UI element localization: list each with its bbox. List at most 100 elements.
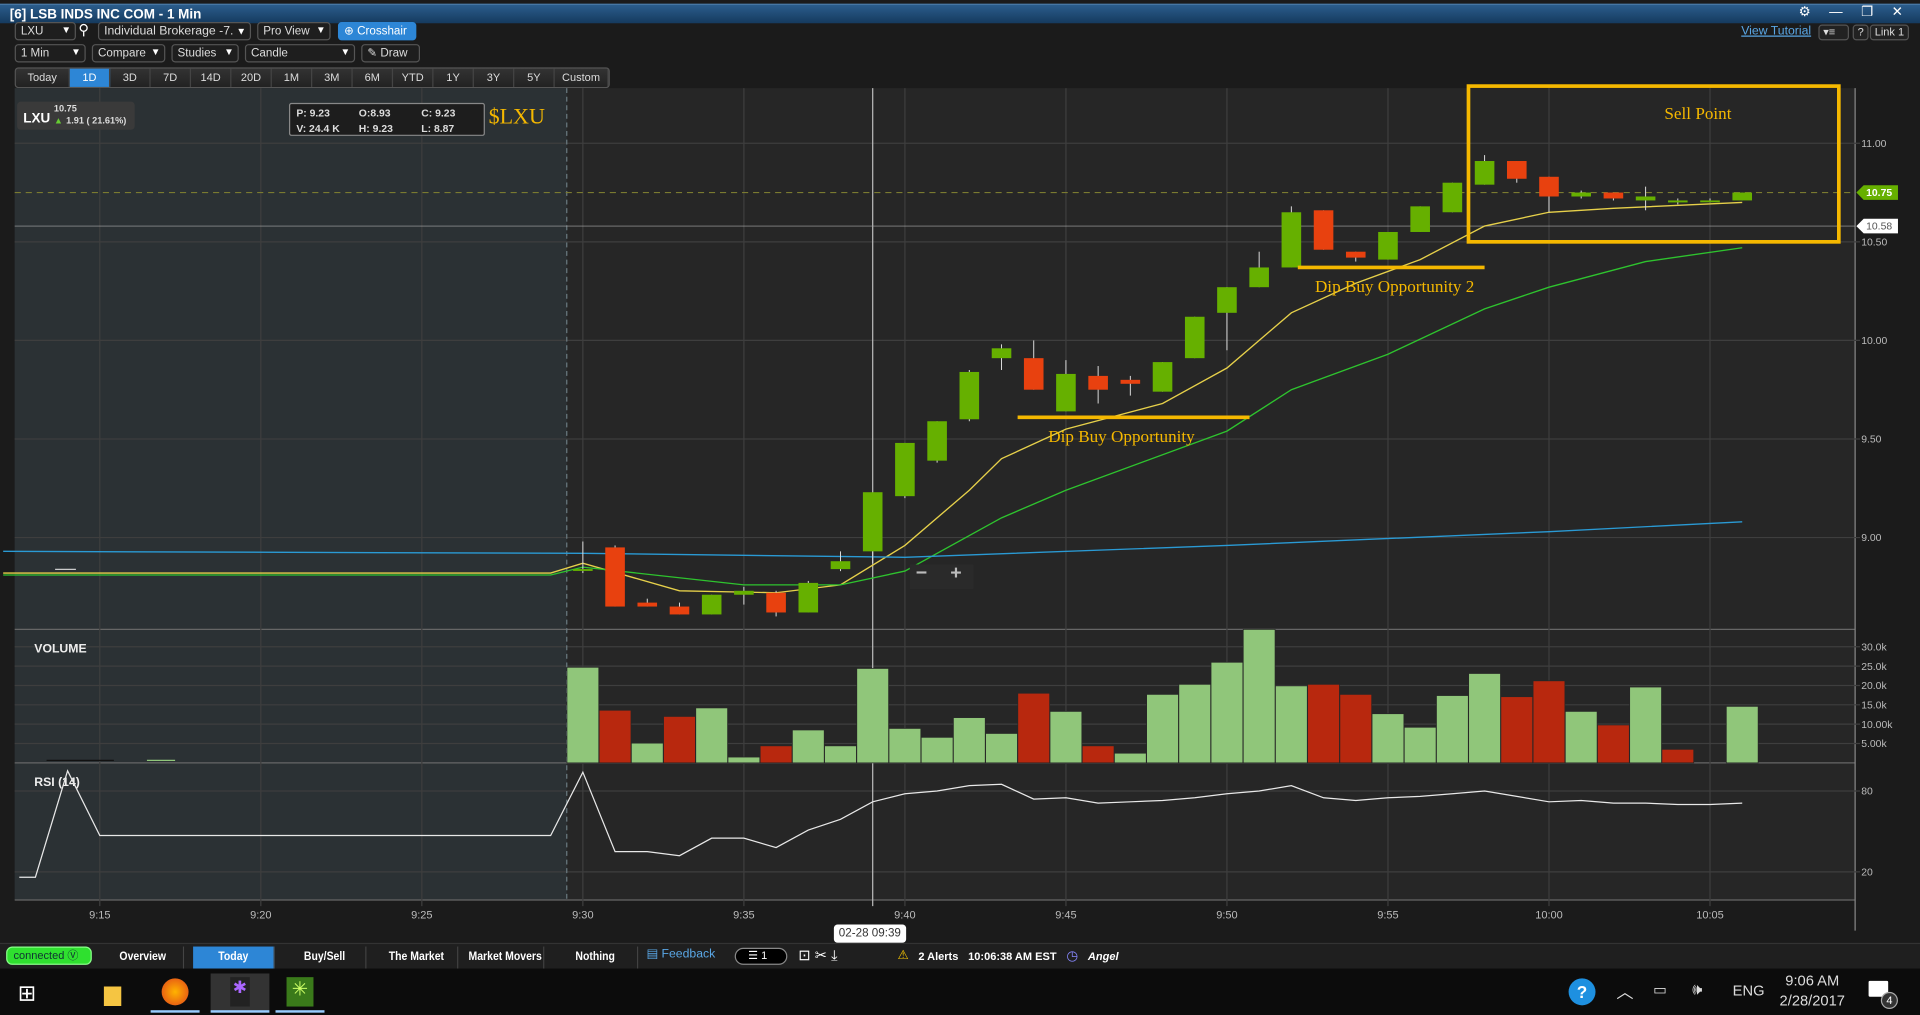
orders-button[interactable]: ☰ 1 <box>734 947 788 965</box>
quote-symbol: LXU <box>23 111 51 127</box>
volume-bar <box>663 716 696 764</box>
range-tab-1d[interactable]: 1D <box>69 68 111 87</box>
price-tick-label: 9.50 <box>1861 435 1881 446</box>
volume-bar <box>1275 685 1308 764</box>
overlay-line-ema-slow <box>3 247 1743 586</box>
windows-start-icon[interactable]: ⊞ <box>17 980 37 1005</box>
view-tutorial-link[interactable]: View Tutorial <box>1741 24 1812 38</box>
candle-up <box>927 421 947 461</box>
candle-up <box>701 594 722 615</box>
firefox-icon[interactable] <box>150 973 200 1013</box>
status-tab-market-movers[interactable]: Market Movers <box>467 946 545 969</box>
language-indicator[interactable]: ENG <box>1732 982 1765 1000</box>
time-tick-label: 9:40 <box>894 909 915 921</box>
feedback-link[interactable]: ▤ Feedback <box>647 948 716 961</box>
studies-label: Studies <box>177 46 217 61</box>
price-chart[interactable]: 11.00 10.50 10.00 9.50 9.00 30.0k 25.0k 20.0k 15… <box>0 0 1920 943</box>
status-info-row: ⚠ 2 Alerts 10:06:38 AM EST ◷ Angel <box>898 948 1119 964</box>
volume-bar <box>1017 692 1051 764</box>
zoom-out-button[interactable]: − <box>915 563 928 585</box>
volume-tick-label: 15.0k <box>1861 700 1887 711</box>
volume-bar <box>1500 696 1534 764</box>
draw-button[interactable]: ✎ Draw <box>361 44 421 63</box>
volume-tick-label: 25.0k <box>1861 662 1887 673</box>
range-tab-today[interactable]: Today <box>16 68 70 87</box>
candle-up <box>1249 267 1269 288</box>
volume-bar <box>824 745 857 764</box>
window-controls[interactable]: ⚙ — ❐ ✕ <box>1798 4 1911 20</box>
range-tab-1m[interactable]: 1M <box>272 68 313 87</box>
system-clock[interactable]: 9:06 AM 2/28/2017 <box>1776 971 1849 1010</box>
volume-bar <box>1403 726 1437 764</box>
view-value: Pro View <box>263 24 310 38</box>
clock-icon: ◷ <box>1066 948 1079 964</box>
range-tab-14d[interactable]: 14D <box>191 68 232 87</box>
range-tab-5y[interactable]: 5Y <box>514 68 555 87</box>
trading-app-icon[interactable]: ✱ <box>210 973 270 1013</box>
link-button[interactable]: Link 1 <box>1869 24 1910 41</box>
help-icon[interactable]: ? <box>1568 978 1596 1006</box>
range-tab-custom[interactable]: Custom <box>555 68 609 87</box>
status-tab-the-market[interactable]: The Market <box>376 946 459 969</box>
status-tab-overview[interactable]: Overview <box>102 946 185 969</box>
zoom-in-button[interactable]: + <box>950 563 962 585</box>
candle-up <box>862 492 883 552</box>
clock-time: 9:06 AM <box>1785 972 1840 990</box>
volume-bar <box>920 736 954 764</box>
ohlc-close: C: 9.23 <box>421 106 456 119</box>
annotation-label: Dip Buy Opportunity <box>1048 427 1195 446</box>
range-tab-7d[interactable]: 7D <box>151 68 192 87</box>
range-tab-3d[interactable]: 3D <box>110 68 151 87</box>
volume-icon[interactable]: 🕪 <box>1692 979 1703 998</box>
tools-icons[interactable]: ⊡ ✂ ⤓ <box>798 946 838 964</box>
ohlc-box: P: 9.23 O:8.93 C: 9.23 V: 24.4 K H: 9.23… <box>288 102 485 136</box>
time-tick-label: 9:20 <box>250 909 271 921</box>
overlay-line-ema-fast <box>3 201 1743 594</box>
quote-last: 10.75 <box>53 102 77 114</box>
candle-up <box>991 348 1012 359</box>
status-tab-nothing[interactable]: Nothing <box>553 946 639 969</box>
candle-up <box>1700 200 1720 203</box>
search-icon[interactable]: ⚲ <box>78 20 90 38</box>
green-app-icon[interactable]: ✳ <box>275 973 325 1013</box>
account-select[interactable]: Individual Brokerage -7.. ▼ <box>97 22 252 41</box>
range-tab-6m[interactable]: 6M <box>353 68 394 87</box>
feedback-label: Feedback <box>661 947 716 962</box>
time-tick-label: 9:30 <box>572 909 593 921</box>
studies-select[interactable]: Studies ▼ <box>171 44 239 63</box>
symbol-select[interactable]: LXU ▼ <box>14 22 76 41</box>
compare-select[interactable]: Compare ▼ <box>91 44 166 63</box>
ohlc-price: P: 9.23 <box>296 106 330 119</box>
range-tab-3y[interactable]: 3Y <box>474 68 515 87</box>
rsi-tick-label: 80 <box>1861 787 1873 798</box>
interval-select[interactable]: 1 Min ▼ <box>14 44 86 63</box>
crosshair-time-label: 02-28 09:39 <box>833 924 906 943</box>
rsi-line <box>19 769 1743 878</box>
chevron-down-icon: ▼ <box>150 46 161 58</box>
status-tab-today[interactable]: Today <box>193 946 275 969</box>
battery-icon[interactable]: ▭ <box>1653 980 1667 998</box>
chart-type-select[interactable]: Candle ▼ <box>244 44 356 63</box>
chat-icon: ▤ <box>646 947 662 962</box>
candle-down <box>766 592 786 613</box>
help-button[interactable]: ? <box>1852 24 1869 41</box>
range-tab-3m[interactable]: 3M <box>312 68 353 87</box>
range-tab-20d[interactable]: 20D <box>231 68 272 87</box>
last-price-label: 10.75 <box>1866 188 1892 199</box>
candle-up <box>1442 182 1463 213</box>
range-tab-ytd[interactable]: YTD <box>393 68 434 87</box>
time-tick-label: 9:35 <box>733 909 754 921</box>
candle-up <box>959 371 980 420</box>
status-tab-buy-sell[interactable]: Buy/Sell <box>284 946 367 969</box>
alerts-link[interactable]: 2 Alerts <box>918 949 959 962</box>
volume-bar <box>1178 683 1212 764</box>
file-explorer-icon[interactable]: ▆ <box>104 980 122 1005</box>
range-tab-1y[interactable]: 1Y <box>433 68 474 87</box>
ref-price-label: 10.58 <box>1866 222 1892 233</box>
chevron-up-icon[interactable]: ︿ <box>1616 982 1634 1002</box>
crosshair-button[interactable]: ⊕ Crosshair <box>337 22 417 41</box>
menu-button[interactable]: ▾≡ <box>1818 24 1849 41</box>
connection-status: connected Ⓥ <box>6 946 92 965</box>
view-select[interactable]: Pro View ▼ <box>257 22 331 41</box>
candle-up <box>1571 192 1591 197</box>
